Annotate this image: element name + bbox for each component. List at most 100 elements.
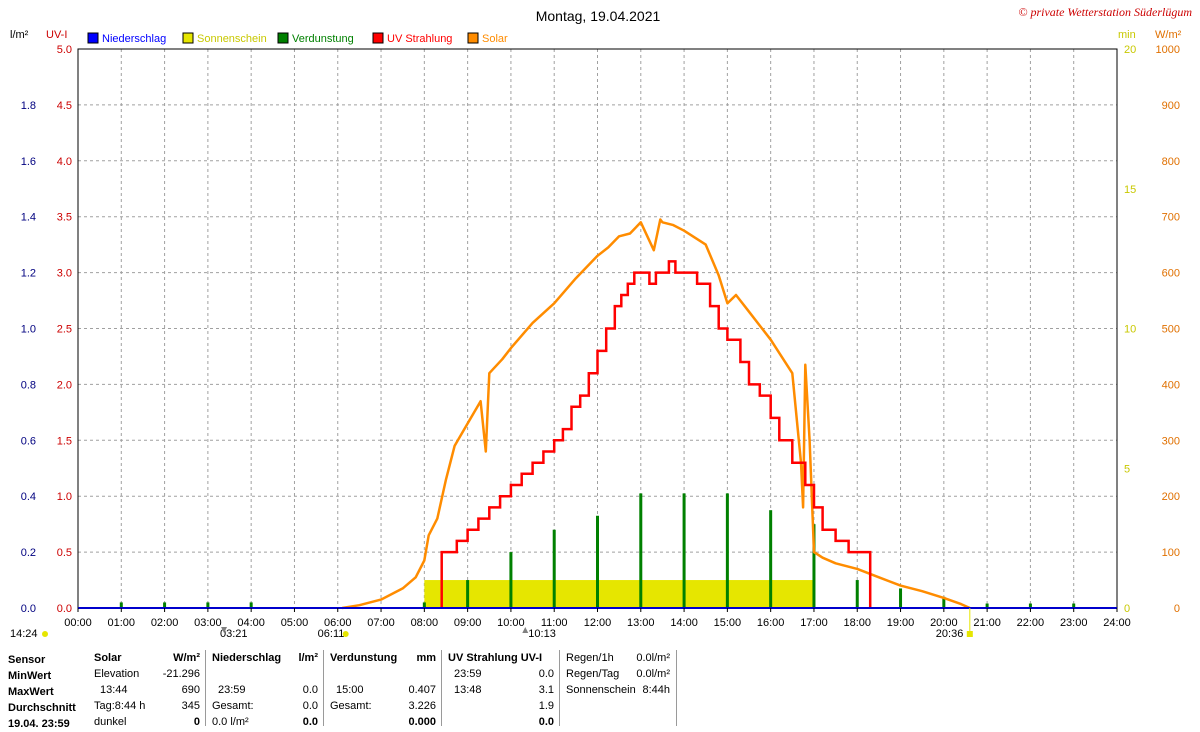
axis-label-uv-i: UV-I: [46, 29, 67, 41]
verdunstung-bar: [509, 552, 513, 608]
tick-label-w-m2: 300: [1162, 435, 1180, 447]
tick-label-l-m2: 1.6: [21, 156, 36, 168]
verdunstung-bar: [466, 580, 470, 608]
verdunstung-bar: [855, 580, 859, 608]
stats-regen: Regen/1h 0.0l/m² Regen/Tag 0.0l/m² Sonne…: [566, 648, 676, 726]
axis-label-w-m2: W/m²: [1155, 29, 1182, 41]
tick-label-x: 15:00: [714, 617, 742, 629]
moon-set-marker: [522, 627, 529, 633]
verdunstung-unit: mm: [416, 652, 436, 664]
label-max: MaxWert: [8, 686, 54, 698]
tick-label-l-m2: 1.8: [21, 100, 36, 112]
annotation-moon-set: 10:13: [528, 628, 556, 640]
stats-divider: [323, 650, 324, 726]
tick-label-x: 19:00: [887, 617, 915, 629]
stats-divider: [559, 650, 560, 726]
verdunstung-bar: [812, 524, 816, 608]
legend-swatch-sonnenschein: [182, 32, 194, 44]
tick-label-uv-i: 5.0: [57, 44, 72, 56]
sonnenschein-label: Sonnenschein: [566, 684, 636, 696]
uv-min-value: 0.0: [538, 668, 554, 680]
tick-label-x: 01:00: [108, 617, 136, 629]
legend-label-niederschlag: Niederschlag: [102, 33, 166, 45]
tick-label-x: 09:00: [454, 617, 482, 629]
solar-min-value: -21.296: [162, 668, 200, 680]
uv-strahlung-line: [440, 260, 872, 608]
sunset-marker: [966, 631, 973, 637]
tick-label-uv-i: 1.5: [57, 435, 72, 447]
tick-label-uv-i: 4.5: [57, 100, 72, 112]
tick-label-x: 03:00: [194, 617, 222, 629]
verdunstung-bar: [249, 602, 253, 608]
tick-label-x: 20:00: [930, 617, 958, 629]
solar-max-time: 13:44: [100, 684, 128, 696]
tick-label-x: 21:00: [973, 617, 1001, 629]
solar-cur-value: 0: [193, 716, 200, 728]
tick-label-uv-i: 2.5: [57, 324, 72, 336]
niederschlag-avg-value: 0.0: [302, 700, 318, 712]
verdunstung-bar: [899, 588, 903, 608]
solar-cur-label: dunkel: [94, 716, 127, 728]
uv-min-time: 23:59: [454, 668, 482, 680]
tick-label-uv-i: 0.0: [57, 603, 72, 615]
legend-swatch-solar: [467, 32, 479, 44]
tick-label-x: 07:00: [367, 617, 395, 629]
verdunstung-bar: [163, 602, 167, 608]
tick-label-x: 00:00: [64, 617, 92, 629]
niederschlag-avg-label: Gesamt:: [212, 700, 254, 712]
sunrise-marker: [342, 631, 349, 637]
stats-row-labels: Sensor MinWert MaxWert Durchschnitt 19.0…: [8, 648, 88, 730]
sun-marker: [42, 631, 48, 637]
verdunstung-head: Verdunstung: [330, 652, 398, 664]
label-min: MinWert: [8, 670, 52, 682]
tick-label-w-m2: 900: [1162, 100, 1180, 112]
legend-swatch-niederschlag: [87, 32, 99, 44]
tick-label-w-m2: 0: [1174, 603, 1180, 615]
stats-table: Sensor MinWert MaxWert Durchschnitt 19.0…: [0, 648, 1200, 730]
uv-cur-value: 0.0: [538, 716, 554, 728]
solar-head: Solar: [94, 652, 122, 664]
legend-label-solar: Solar: [482, 33, 508, 45]
tick-label-uv-i: 3.5: [57, 212, 72, 224]
solar-line: [341, 218, 971, 610]
tick-label-w-m2: 700: [1162, 212, 1180, 224]
tick-label-uv-i: 4.0: [57, 156, 72, 168]
label-avg: Durchschnitt: [8, 702, 76, 714]
tick-label-l-m2: 0.6: [21, 435, 36, 447]
uv-max-time: 13:48: [454, 684, 482, 696]
uv-avg-value: 1.9: [538, 700, 554, 712]
verdunstung-bar: [942, 596, 946, 608]
chart-annotations: 14:24 03:21 06:11 10:13 20:36: [10, 608, 973, 640]
tick-label-min: 15: [1124, 184, 1136, 196]
sonnenschein-value: 8:44h: [642, 684, 670, 696]
label-date: 19.04. 23:59: [8, 718, 70, 730]
tick-label-w-m2: 100: [1162, 547, 1180, 559]
tick-label-w-m2: 1000: [1156, 44, 1180, 56]
annotation-sunset: 20:36: [936, 628, 964, 640]
verdunstung-bar: [769, 510, 773, 608]
chart-legend: Niederschlag Sonnenschein Verdunstung UV St…: [87, 32, 508, 45]
verdunstung-bar: [1028, 603, 1032, 608]
tick-label-w-m2: 400: [1162, 379, 1180, 391]
sonnenschein-area: [424, 580, 814, 608]
verdunstung-bar: [596, 515, 599, 608]
tick-label-x: 10:00: [497, 617, 525, 629]
tick-label-l-m2: 1.4: [21, 212, 36, 224]
tick-label-x: 16:00: [757, 617, 785, 629]
label-sensor: Sensor: [8, 654, 46, 666]
solar-min-label: Elevation: [94, 668, 140, 680]
verdunstung-bar: [985, 603, 989, 608]
annotation-moon-rise: 03:21: [220, 628, 248, 640]
annotation-sunrise: 06:11: [318, 628, 345, 640]
tick-label-min: 20: [1124, 44, 1136, 56]
copyright-text: © private Wetterstation Süderlügum: [1018, 5, 1192, 19]
niederschlag-max-time: 23:59: [218, 684, 246, 696]
niederschlag-cur-label: 0.0 l/m²: [212, 716, 249, 728]
tick-label-x: 02:00: [151, 617, 179, 629]
tick-label-l-m2: 1.2: [21, 268, 36, 280]
tick-label-x: 22:00: [1017, 617, 1045, 629]
tick-label-x: 18:00: [843, 617, 871, 629]
verdunstung-avg-label: Gesamt:: [330, 700, 372, 712]
legend-label-sonnenschein: Sonnenschein: [197, 33, 267, 45]
weather-chart: Montag, 19.04.2021 © private Wetterstati…: [10, 5, 1192, 640]
